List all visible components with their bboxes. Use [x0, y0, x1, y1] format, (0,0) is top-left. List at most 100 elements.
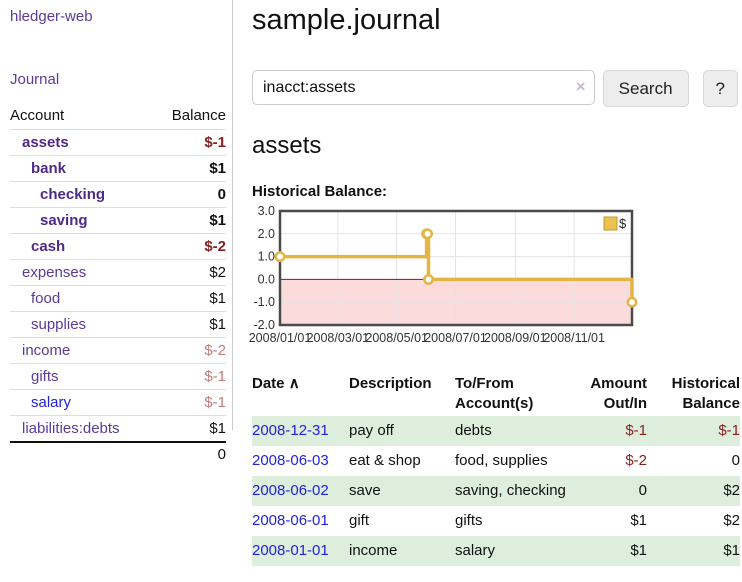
- transaction-description: gift: [349, 512, 370, 529]
- register-row: 2008-06-03 eat & shop food, supplies $-2…: [252, 446, 740, 476]
- account-heading: assets: [252, 132, 322, 159]
- svg-text:2008/09/01: 2008/09/01: [484, 331, 547, 345]
- account-link[interactable]: saving: [40, 212, 88, 229]
- search-input[interactable]: [252, 70, 595, 105]
- accounts-total-value: 0: [154, 441, 226, 466]
- transaction-amount: $1: [630, 542, 647, 559]
- account-balance: $-2: [154, 337, 226, 364]
- transaction-amount: $-1: [625, 422, 647, 439]
- register-row: 2008-06-01 gift gifts $1 $2: [252, 506, 740, 536]
- transaction-accounts: debts: [455, 422, 492, 439]
- account-link[interactable]: assets: [22, 134, 69, 151]
- svg-text:1.0: 1.0: [258, 250, 275, 264]
- accounts-header-balance: Balance: [154, 103, 226, 130]
- account-link[interactable]: food: [31, 290, 61, 307]
- transaction-date-link[interactable]: 2008-12-31: [252, 422, 329, 439]
- register-header-accounts: To/From Account(s): [455, 375, 534, 412]
- account-link[interactable]: gifts: [31, 368, 59, 385]
- register-table: Date ∧ Description To/From Account(s) Am…: [252, 372, 740, 566]
- transaction-description: eat & shop: [349, 452, 421, 469]
- transaction-date-link[interactable]: 2008-01-01: [252, 542, 329, 559]
- account-row: saving $1: [10, 207, 226, 234]
- page-title: sample.journal: [252, 4, 441, 36]
- svg-text:2008/05/01: 2008/05/01: [365, 331, 428, 345]
- account-link[interactable]: income: [22, 342, 71, 359]
- accounts-header-account: Account: [10, 103, 155, 130]
- accounts-total-spacer: [10, 441, 155, 466]
- account-balance: $2: [154, 259, 226, 286]
- transaction-accounts: saving, checking: [455, 482, 566, 499]
- app-title-link[interactable]: hledger-web: [10, 8, 93, 25]
- account-row: income $-2: [10, 337, 226, 364]
- account-row: gifts $-1: [10, 363, 226, 390]
- accounts-header-row: Account Balance: [10, 103, 226, 130]
- chart-section-label: Historical Balance:: [252, 183, 388, 200]
- account-balance: 0: [154, 181, 226, 208]
- account-balance: $-1: [154, 129, 226, 156]
- transaction-description: save: [349, 482, 381, 499]
- svg-text:$: $: [619, 216, 627, 231]
- main-content: sample.journal × Search ? assets Histori…: [249, 0, 740, 566]
- account-balance: $1: [154, 155, 226, 182]
- register-header-date: Date ∧: [252, 372, 349, 416]
- account-row: cash $-2: [10, 233, 226, 260]
- transaction-description: pay off: [349, 422, 394, 439]
- account-balance: $1: [154, 285, 226, 312]
- clear-search-icon[interactable]: ×: [575, 77, 586, 96]
- account-row: food $1: [10, 285, 226, 312]
- transaction-balance: $2: [723, 482, 740, 499]
- transaction-amount: 0: [638, 482, 647, 499]
- register-header-description: Description: [349, 375, 432, 392]
- transaction-amount: $1: [630, 512, 647, 529]
- transaction-balance: 0: [731, 452, 740, 469]
- svg-text:-1.0: -1.0: [253, 295, 275, 309]
- svg-text:2008/01/01: 2008/01/01: [249, 331, 312, 345]
- transaction-date-link[interactable]: 2008-06-02: [252, 482, 329, 499]
- account-balance: $1: [154, 207, 226, 234]
- svg-text:-2.0: -2.0: [253, 318, 275, 332]
- account-row: checking 0: [10, 181, 226, 208]
- register-header-row: Date ∧ Description To/From Account(s) Am…: [252, 372, 740, 416]
- svg-text:0.0: 0.0: [258, 272, 275, 286]
- transaction-balance: $2: [723, 512, 740, 529]
- transaction-description: income: [349, 542, 398, 559]
- accounts-total-row: 0: [10, 441, 226, 466]
- account-balance: $1: [154, 311, 226, 338]
- transaction-amount: $-2: [625, 452, 647, 469]
- account-link[interactable]: cash: [31, 238, 66, 255]
- accounts-table: Account Balance assets $-1 bank $1 check…: [10, 103, 226, 466]
- account-row: liabilities:debts $1: [10, 416, 226, 443]
- account-link[interactable]: checking: [40, 186, 106, 203]
- account-balance: $-1: [154, 389, 226, 416]
- account-link[interactable]: liabilities:debts: [22, 420, 120, 437]
- svg-text:2008/11/01: 2008/11/01: [543, 331, 605, 345]
- account-row: assets $-1: [10, 129, 226, 156]
- register-header-amount: Amount Out/In: [590, 375, 647, 412]
- transaction-accounts: food, supplies: [455, 452, 548, 469]
- date-sort-link[interactable]: Date ∧: [252, 375, 300, 392]
- account-link[interactable]: expenses: [22, 264, 87, 281]
- register-row: 2008-12-31 pay off debts $-1 $-1: [252, 416, 740, 446]
- sidebar: hledger-web Journal Account Balance asse…: [10, 8, 226, 466]
- transaction-date-link[interactable]: 2008-06-03: [252, 452, 329, 469]
- account-link[interactable]: salary: [31, 394, 72, 411]
- account-row: expenses $2: [10, 259, 226, 286]
- transaction-balance: $-1: [718, 422, 740, 439]
- transaction-balance: $1: [723, 542, 740, 559]
- search-row: × Search ?: [252, 70, 738, 107]
- account-balance: $-1: [154, 363, 226, 390]
- svg-text:2.0: 2.0: [258, 227, 275, 241]
- help-button[interactable]: ?: [702, 70, 738, 107]
- account-link[interactable]: supplies: [31, 316, 87, 333]
- nav-journal-link[interactable]: Journal: [10, 71, 60, 88]
- account-row: salary $-1: [10, 389, 226, 416]
- transaction-accounts: gifts: [455, 512, 483, 529]
- account-row: supplies $1: [10, 311, 226, 338]
- account-balance: $1: [209, 420, 226, 437]
- transaction-date-link[interactable]: 2008-06-01: [252, 512, 329, 529]
- svg-text:3.0: 3.0: [258, 206, 275, 218]
- search-button[interactable]: Search: [602, 70, 689, 107]
- register-row: 2008-01-01 income salary $1 $1: [252, 536, 740, 566]
- svg-text:2008/03/01: 2008/03/01: [307, 331, 370, 345]
- account-link[interactable]: bank: [31, 160, 67, 177]
